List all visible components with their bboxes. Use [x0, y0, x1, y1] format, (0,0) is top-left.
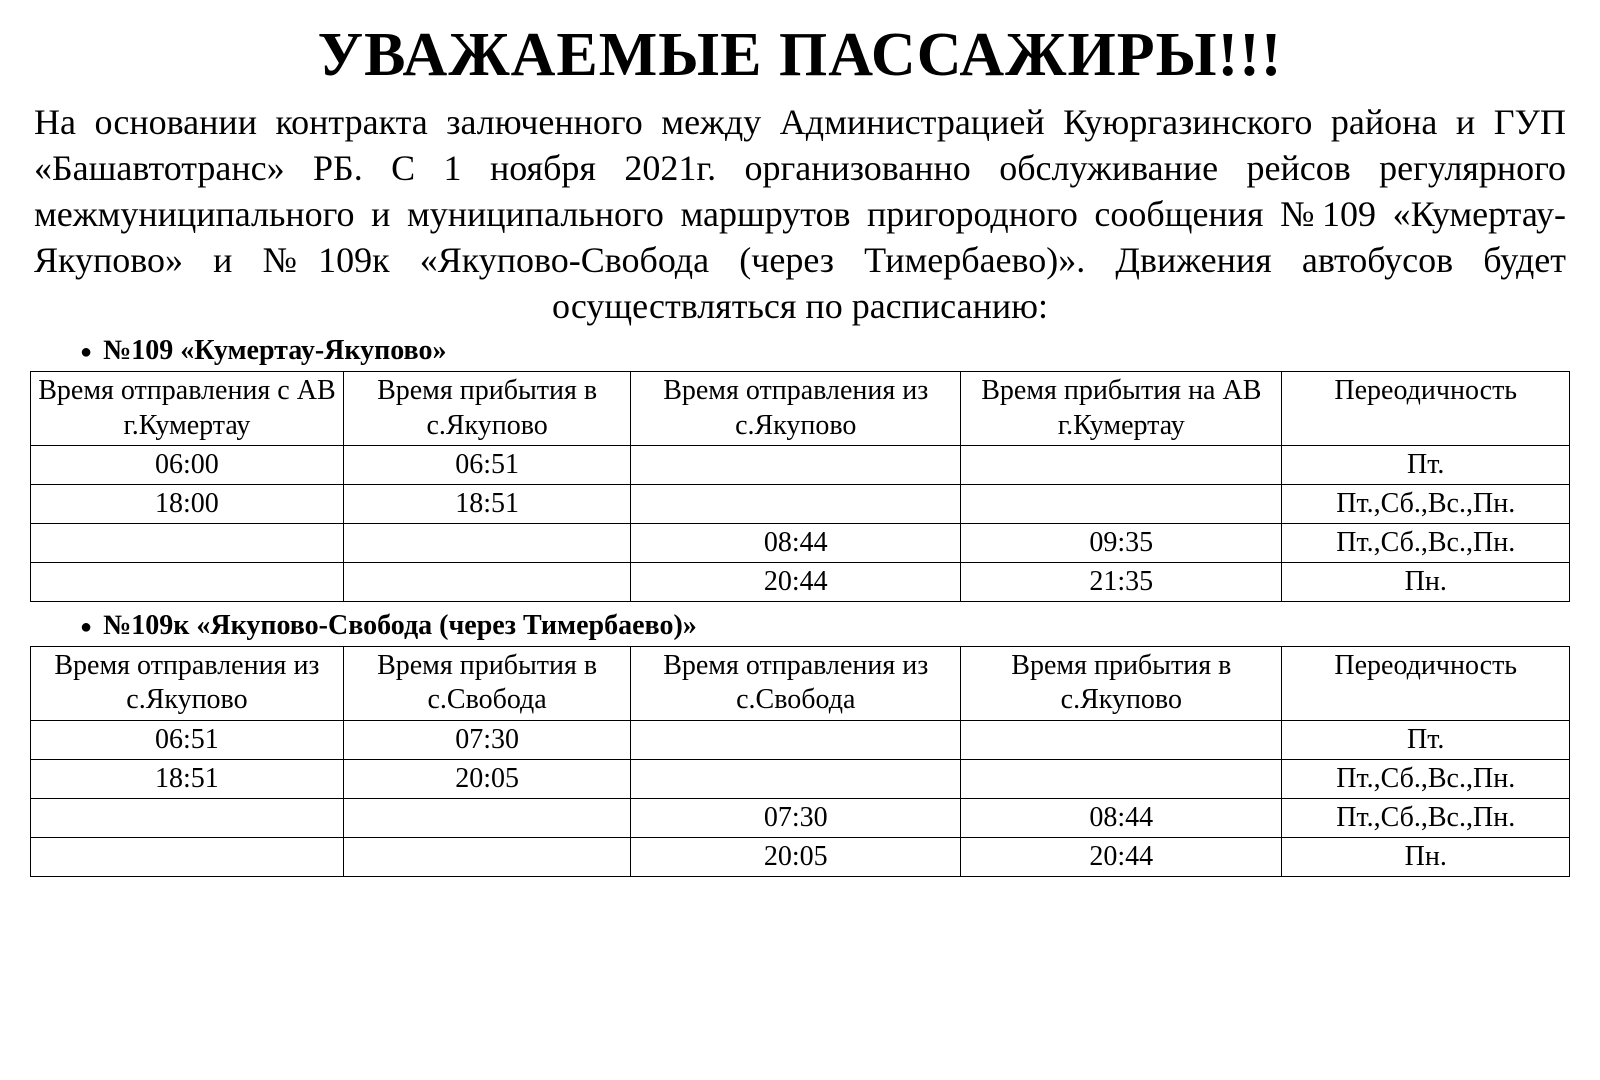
table-cell: 07:30 [343, 720, 631, 759]
table-cell [31, 798, 344, 837]
table-cell: Пт.,Сб.,Вс.,Пн. [1282, 798, 1570, 837]
table-cell: 07:30 [631, 798, 961, 837]
table-cell: 20:44 [961, 838, 1282, 877]
table-header: Время отправления из с.Свобода [631, 647, 961, 720]
route2-heading: №109к «Якупово-Свобода (через Тимербаево… [80, 610, 1570, 642]
table-cell: 06:51 [31, 720, 344, 759]
table-row: 18:00 18:51 Пт.,Сб.,Вс.,Пн. [31, 484, 1570, 523]
table-cell [631, 759, 961, 798]
table-cell: 09:35 [961, 524, 1282, 563]
route1-table: Время отправления с АВ г.Кумертау Время … [30, 371, 1570, 602]
table-cell [961, 720, 1282, 759]
table-cell: 08:44 [961, 798, 1282, 837]
table-header-row: Время отправления с АВ г.Кумертау Время … [31, 372, 1570, 445]
table-row: 20:05 20:44 Пн. [31, 838, 1570, 877]
table-cell [631, 445, 961, 484]
table-header: Время прибытия в с.Якупово [343, 372, 631, 445]
table-cell: 20:44 [631, 563, 961, 602]
table-row: 06:51 07:30 Пт. [31, 720, 1570, 759]
table-header: Время прибытия в с.Свобода [343, 647, 631, 720]
table-header: Время отправления с АВ г.Кумертау [31, 372, 344, 445]
table-cell: Пн. [1282, 563, 1570, 602]
table-cell [31, 563, 344, 602]
table-cell: 21:35 [961, 563, 1282, 602]
table-cell [31, 524, 344, 563]
table-row: 08:44 09:35 Пт.,Сб.,Вс.,Пн. [31, 524, 1570, 563]
table-row: 18:51 20:05 Пт.,Сб.,Вс.,Пн. [31, 759, 1570, 798]
table-row: 07:30 08:44 Пт.,Сб.,Вс.,Пн. [31, 798, 1570, 837]
table-cell: Пт. [1282, 445, 1570, 484]
table-cell: 06:51 [343, 445, 631, 484]
table-row: 20:44 21:35 Пн. [31, 563, 1570, 602]
table-cell: Пт.,Сб.,Вс.,Пн. [1282, 484, 1570, 523]
table-header: Время прибытия на АВ г.Кумертау [961, 372, 1282, 445]
table-cell [343, 838, 631, 877]
table-cell: Пт. [1282, 720, 1570, 759]
table-cell [961, 445, 1282, 484]
table-cell [631, 720, 961, 759]
table-cell: 18:00 [31, 484, 344, 523]
table-cell: 06:00 [31, 445, 344, 484]
table-cell: 08:44 [631, 524, 961, 563]
route2-table: Время отправления из с.Якупово Время при… [30, 646, 1570, 877]
table-cell: 20:05 [343, 759, 631, 798]
table-header: Время отправления из с.Якупово [31, 647, 344, 720]
table-cell [343, 798, 631, 837]
table-cell: Пн. [1282, 838, 1570, 877]
table-cell: Пт.,Сб.,Вс.,Пн. [1282, 524, 1570, 563]
table-header-row: Время отправления из с.Якупово Время при… [31, 647, 1570, 720]
table-header: Переодичность [1282, 647, 1570, 720]
route1-heading: №109 «Кумертау-Якупово» [80, 335, 1570, 367]
table-header: Переодичность [1282, 372, 1570, 445]
table-cell [961, 484, 1282, 523]
intro-paragraph: На основании контракта залюченного между… [30, 99, 1570, 329]
table-header: Время отправления из с.Якупово [631, 372, 961, 445]
table-cell [31, 838, 344, 877]
table-cell [631, 484, 961, 523]
table-cell [961, 759, 1282, 798]
table-row: 06:00 06:51 Пт. [31, 445, 1570, 484]
main-title: УВАЖАЕМЫЕ ПАССАЖИРЫ!!! [30, 20, 1570, 91]
table-cell: 20:05 [631, 838, 961, 877]
table-cell: 18:51 [31, 759, 344, 798]
table-cell: Пт.,Сб.,Вс.,Пн. [1282, 759, 1570, 798]
table-cell: 18:51 [343, 484, 631, 523]
table-cell [343, 563, 631, 602]
table-header: Время прибытия в с.Якупово [961, 647, 1282, 720]
table-cell [343, 524, 631, 563]
